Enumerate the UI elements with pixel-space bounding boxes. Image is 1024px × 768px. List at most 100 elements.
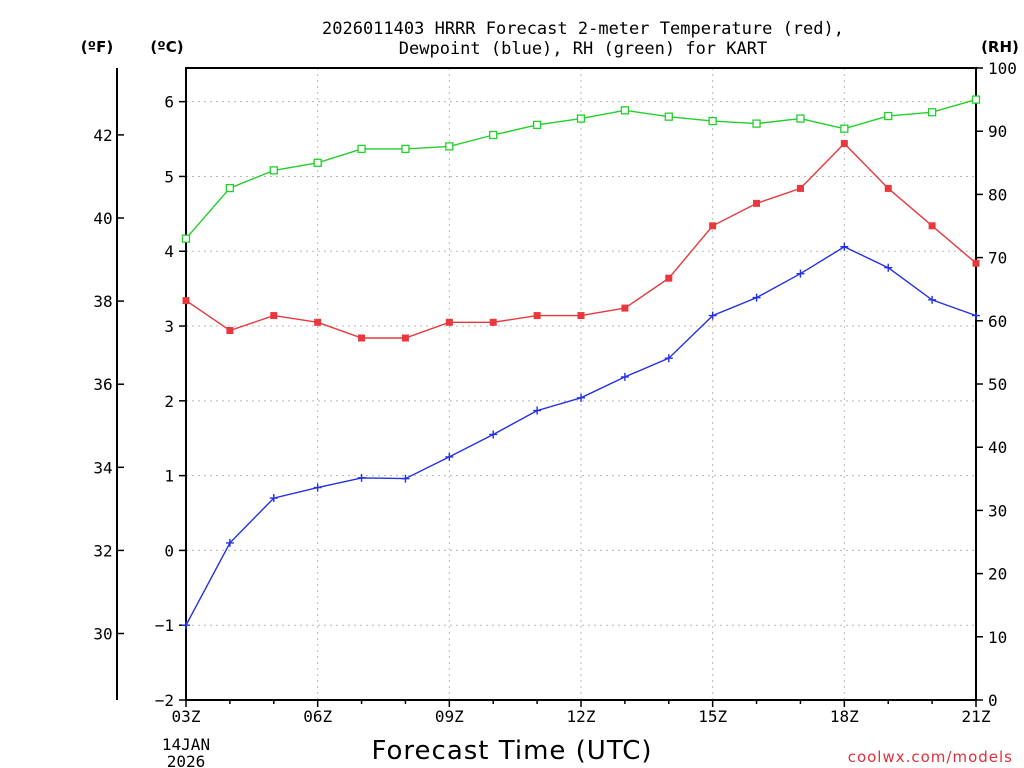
celsius-tick-label: 5: [164, 167, 174, 186]
temperature-point: [314, 318, 322, 326]
time-tick-label: 09Z: [435, 707, 464, 726]
celsius-tick-label: 2: [164, 392, 174, 411]
temperature-point: [753, 199, 761, 207]
rh-tick-label: 70: [988, 249, 1007, 268]
rh-tick-label: 0: [988, 691, 998, 710]
temperature-point: [270, 312, 278, 320]
dewpoint-point: [840, 242, 849, 251]
fahrenheit-tick-label: 30: [93, 625, 112, 644]
celsius-tick-label: −1: [155, 616, 174, 635]
chart-title-line2: Dewpoint (blue), RH (green) for KART: [399, 39, 767, 59]
series: [181, 95, 981, 630]
dewpoint-point: [664, 354, 673, 363]
fahrenheit-tick-label: 32: [93, 541, 112, 560]
dewpoint-point: [577, 393, 585, 402]
date-label-day: 14JAN: [162, 735, 210, 754]
celsius-tick-label: 1: [164, 467, 174, 486]
celsius-axis: −2 −1 0 1 2 3 4 5 6: [155, 93, 186, 710]
rh-point: [620, 106, 630, 115]
rh-point: [269, 166, 278, 175]
rh-point: [664, 112, 673, 121]
time-tick-label: 21Z: [962, 707, 991, 726]
plot-frame: [185, 67, 977, 701]
dewpoint-point: [401, 474, 410, 483]
dewpoint-point: [796, 269, 805, 278]
dewpoint-point: [357, 473, 366, 482]
series-dewpoint: [182, 242, 980, 630]
rh-point: [489, 130, 498, 140]
fahrenheit-tick-label: 36: [93, 375, 112, 394]
rh-tick-label: 20: [988, 565, 1007, 584]
rh-tick-label: 10: [988, 628, 1007, 647]
rh-point: [796, 114, 805, 123]
rh-point: [532, 120, 542, 130]
dewpoint-point: [182, 621, 190, 630]
series-temperature: [182, 140, 980, 342]
rh-point: [181, 234, 191, 243]
dewpoint-point: [620, 372, 629, 381]
temperature-point: [358, 334, 366, 342]
time-tick-label: 03Z: [172, 707, 201, 726]
temperature-point: [972, 259, 980, 267]
temperature-point: [796, 184, 804, 192]
rh-tick-label: 90: [988, 122, 1007, 141]
x-axis-label: Forecast Time (UTC): [371, 736, 652, 766]
date-label-year: 2026: [167, 752, 206, 768]
dewpoint-point: [752, 293, 761, 302]
rh-point: [445, 142, 454, 151]
rh-point: [708, 116, 717, 126]
temperature-point: [489, 318, 497, 326]
celsius-unit-label: (ºC): [150, 38, 183, 56]
celsius-tick-label: 3: [164, 317, 174, 336]
temperature-point: [577, 312, 585, 320]
rh-point: [357, 144, 366, 154]
rh-tick-label: 50: [988, 375, 1007, 394]
rh-point: [840, 124, 849, 133]
fahrenheit-tick-label: 40: [93, 209, 112, 228]
temperature-point: [401, 334, 409, 342]
dewpoint-point: [225, 538, 234, 547]
rh-point: [576, 114, 586, 123]
temperature-point: [709, 222, 717, 230]
fahrenheit-axis: 30 32 34 36 38 40 42: [93, 126, 124, 644]
temperature-point: [928, 222, 936, 230]
celsius-tick-label: −2: [155, 691, 174, 710]
time-tick-label: 15Z: [698, 707, 727, 726]
time-tick-label: 12Z: [567, 707, 596, 726]
rh-point: [752, 119, 761, 128]
rh-tick-label: 40: [988, 438, 1007, 457]
dewpoint-point: [313, 483, 322, 492]
rh-tick-label: 80: [988, 185, 1007, 204]
dewpoint-point: [928, 295, 937, 304]
rh-axis: 0 10 20 30 40 50 60 70 80 90 100: [976, 59, 1017, 710]
temperature-point: [840, 140, 848, 148]
dewpoint-point: [884, 263, 893, 272]
credit-text: coolwx.com/models: [848, 748, 1013, 766]
fahrenheit-unit-label: (ºF): [81, 38, 113, 56]
fahrenheit-tick-label: 38: [93, 292, 112, 311]
temperature-point: [621, 304, 629, 312]
celsius-tick-label: 4: [164, 242, 174, 261]
fahrenheit-tick-label: 34: [93, 458, 112, 477]
rh-point: [971, 95, 981, 104]
dewpoint-point: [972, 311, 980, 320]
temperature-point: [533, 312, 541, 320]
time-axis: 03Z 06Z 09Z 12Z 15Z 18Z 21Z: [172, 700, 991, 726]
grid: [186, 68, 976, 700]
fahrenheit-tick-label: 42: [93, 126, 112, 145]
rh-point: [401, 144, 410, 154]
rh-point: [884, 111, 893, 121]
series-rh: [181, 95, 981, 243]
celsius-tick-label: 0: [164, 541, 174, 560]
dewpoint-point: [445, 452, 454, 461]
temperature-point: [226, 327, 234, 335]
temperature-point: [884, 184, 892, 192]
temperature-point: [182, 297, 190, 305]
temperature-point: [445, 318, 453, 326]
rh-tick-label: 60: [988, 312, 1007, 331]
rh-point: [225, 183, 235, 193]
time-tick-label: 18Z: [830, 707, 859, 726]
dewpoint-point: [533, 406, 542, 415]
rh-point: [313, 158, 322, 167]
